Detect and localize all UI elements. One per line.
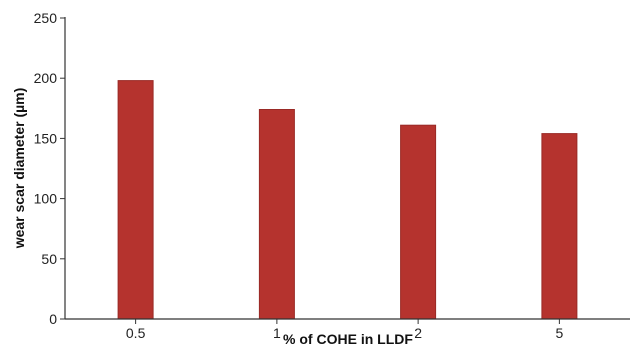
x-tick-label-2: 2 <box>414 325 422 341</box>
bar-0.5 <box>117 80 154 320</box>
x-axis-title: % of COHE in LLDF <box>283 331 413 346</box>
y-tick-label-0: 0 <box>49 311 57 327</box>
bar-2 <box>400 124 437 320</box>
y-axis-title: wear scar diameter (µm) <box>11 88 27 250</box>
bar-1 <box>258 109 295 320</box>
x-tick-label-5: 5 <box>555 325 563 341</box>
y-tick-label-250: 250 <box>34 10 58 26</box>
x-tick-label-0.5: 0.5 <box>126 325 146 341</box>
y-tick-label-50: 50 <box>41 251 57 267</box>
y-tick-label-200: 200 <box>34 70 58 86</box>
y-tick-label-100: 100 <box>34 191 58 207</box>
bar-5 <box>541 133 578 320</box>
y-tick-label-150: 150 <box>34 130 58 146</box>
x-tick-label-1: 1 <box>273 325 281 341</box>
